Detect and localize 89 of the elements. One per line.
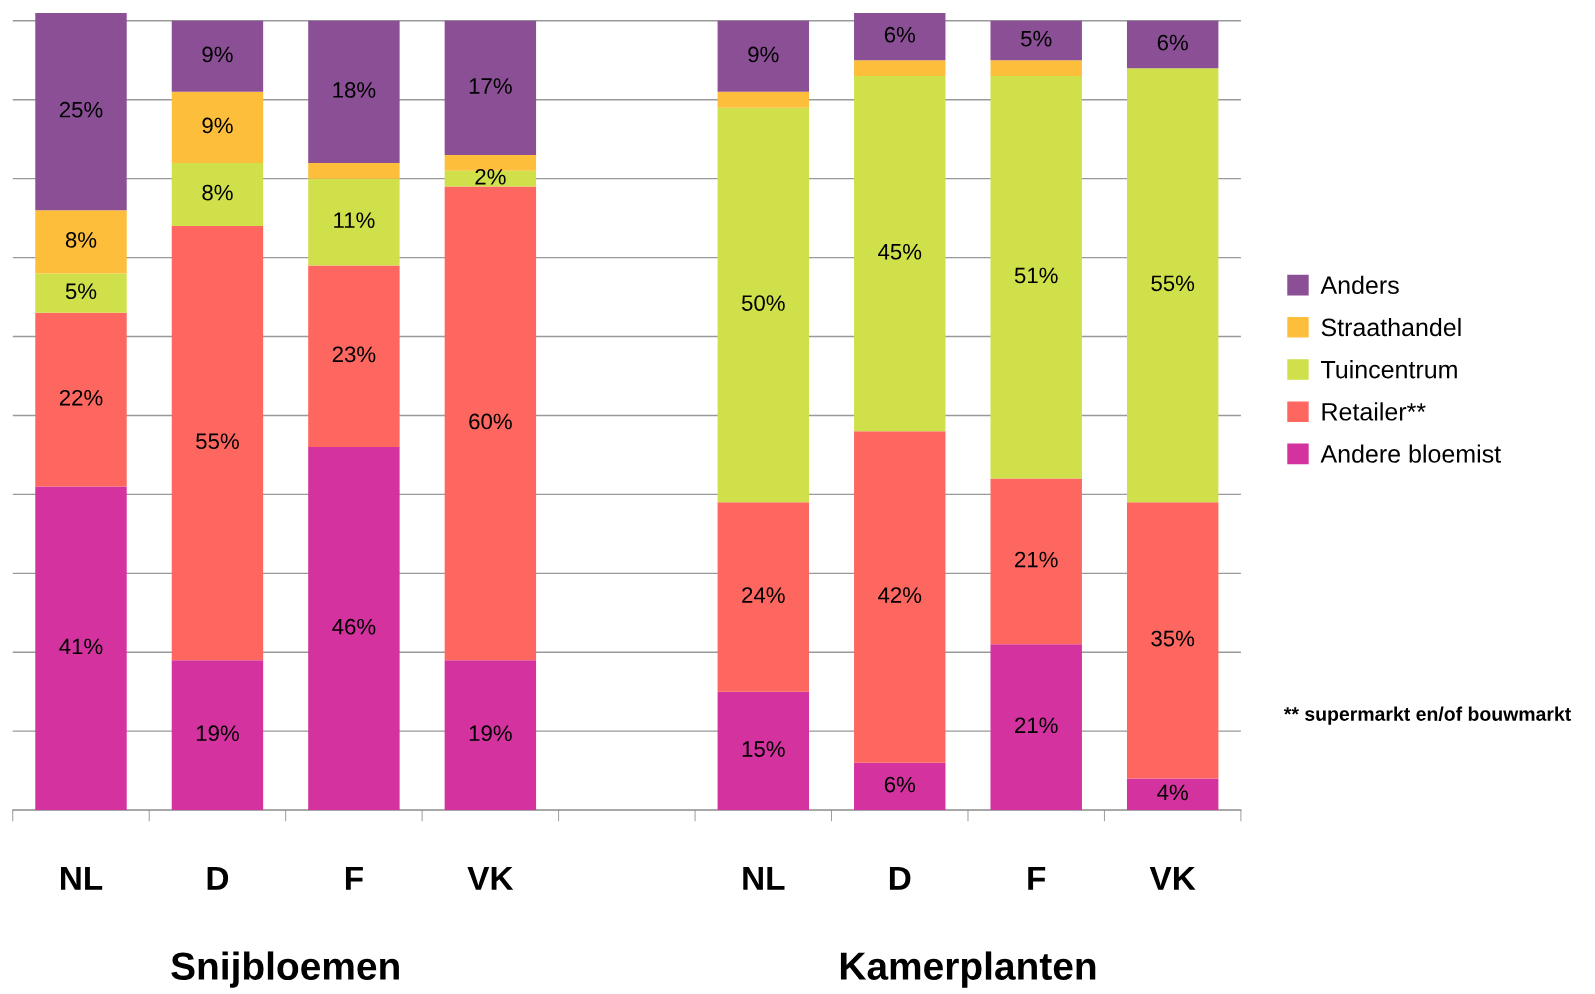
data-label: 21%	[1015, 551, 1058, 568]
data-label: 55%	[1151, 275, 1195, 292]
bar	[990, 76, 1082, 479]
text: ** supermarkt en/of bouwmarkt	[1283, 706, 1571, 725]
bar	[444, 20, 537, 155]
legend-label: Straathandel	[1321, 317, 1461, 337]
bar	[990, 60, 1082, 77]
x-tick-label: NL	[61, 866, 103, 890]
data-label: 6%	[884, 776, 916, 793]
data-label: 41%	[59, 638, 103, 655]
data-label: 45%	[878, 243, 922, 260]
data-label: 50%	[741, 295, 785, 311]
bar	[171, 660, 264, 811]
bar	[854, 431, 946, 763]
data-label: 55%	[196, 433, 239, 450]
data-label: 35%	[1151, 630, 1195, 647]
data-label: 2%	[475, 168, 506, 185]
data-label: 21%	[1015, 717, 1058, 734]
bar	[444, 660, 537, 811]
bar	[990, 20, 1082, 61]
data-label: 22%	[59, 389, 103, 406]
bar	[854, 762, 946, 811]
bar	[308, 20, 400, 163]
text: Kamerplanten	[840, 951, 1096, 988]
bar	[1126, 778, 1219, 811]
legend-label: Andere bloemist	[1320, 444, 1501, 463]
bar	[717, 691, 810, 811]
bar	[717, 91, 810, 108]
bar	[308, 162, 400, 179]
data-label: 19%	[469, 725, 512, 742]
bar	[854, 60, 946, 77]
bar	[308, 178, 400, 266]
legend-label: Retailer**	[1322, 402, 1426, 421]
bar	[171, 162, 264, 227]
bar	[990, 478, 1082, 645]
legend-label: Anders	[1320, 275, 1399, 295]
text: Snijbloemen	[171, 951, 399, 988]
data-label: 6%	[884, 26, 916, 43]
x-tick-label: VK	[467, 866, 514, 890]
data-label: 23%	[332, 346, 376, 363]
data-label: 25%	[59, 101, 103, 118]
bar	[1126, 68, 1219, 503]
x-tick-label: VK	[1149, 866, 1196, 890]
data-label: 18%	[333, 82, 376, 98]
bar	[35, 210, 127, 274]
bar	[717, 502, 810, 692]
data-label: 11%	[334, 212, 375, 228]
bar	[444, 186, 537, 661]
bar	[35, 312, 127, 487]
bar	[308, 447, 400, 811]
data-label: 42%	[878, 587, 922, 603]
bar	[854, 12, 946, 61]
data-label: 9%	[202, 117, 233, 134]
data-label: 9%	[202, 46, 233, 63]
bar	[171, 226, 264, 661]
bar	[308, 265, 400, 448]
bar	[35, 12, 127, 211]
bar	[171, 91, 264, 163]
data-label: 51%	[1014, 267, 1058, 284]
data-label: 8%	[202, 184, 233, 201]
data-label: 60%	[469, 413, 512, 430]
data-label: 9%	[748, 46, 779, 63]
data-label: 6%	[1157, 34, 1188, 51]
bar	[717, 20, 810, 92]
data-label: 5%	[1021, 30, 1052, 47]
x-tick-label: D	[207, 866, 229, 890]
bar	[171, 20, 264, 92]
legend-label: Tuincentrum	[1321, 360, 1457, 379]
bar	[444, 155, 537, 171]
bar	[1126, 502, 1219, 779]
bar	[1126, 20, 1219, 69]
x-tick-label: F	[345, 866, 363, 890]
data-label: 8%	[65, 232, 97, 248]
data-label: 24%	[742, 587, 785, 603]
data-label: 17%	[469, 78, 512, 94]
x-tick-label: F	[1028, 866, 1046, 890]
data-label: 46%	[332, 618, 376, 635]
bar	[990, 644, 1082, 811]
bar	[35, 273, 127, 313]
data-label: 4%	[1157, 784, 1188, 801]
bar	[717, 107, 810, 503]
bar	[444, 170, 537, 187]
bar	[854, 76, 946, 432]
data-label: 19%	[196, 725, 239, 742]
bar	[35, 486, 127, 811]
data-label: 5%	[65, 283, 97, 300]
data-label: 15%	[742, 741, 785, 757]
x-tick-label: D	[889, 866, 911, 890]
x-tick-label: NL	[743, 866, 785, 890]
